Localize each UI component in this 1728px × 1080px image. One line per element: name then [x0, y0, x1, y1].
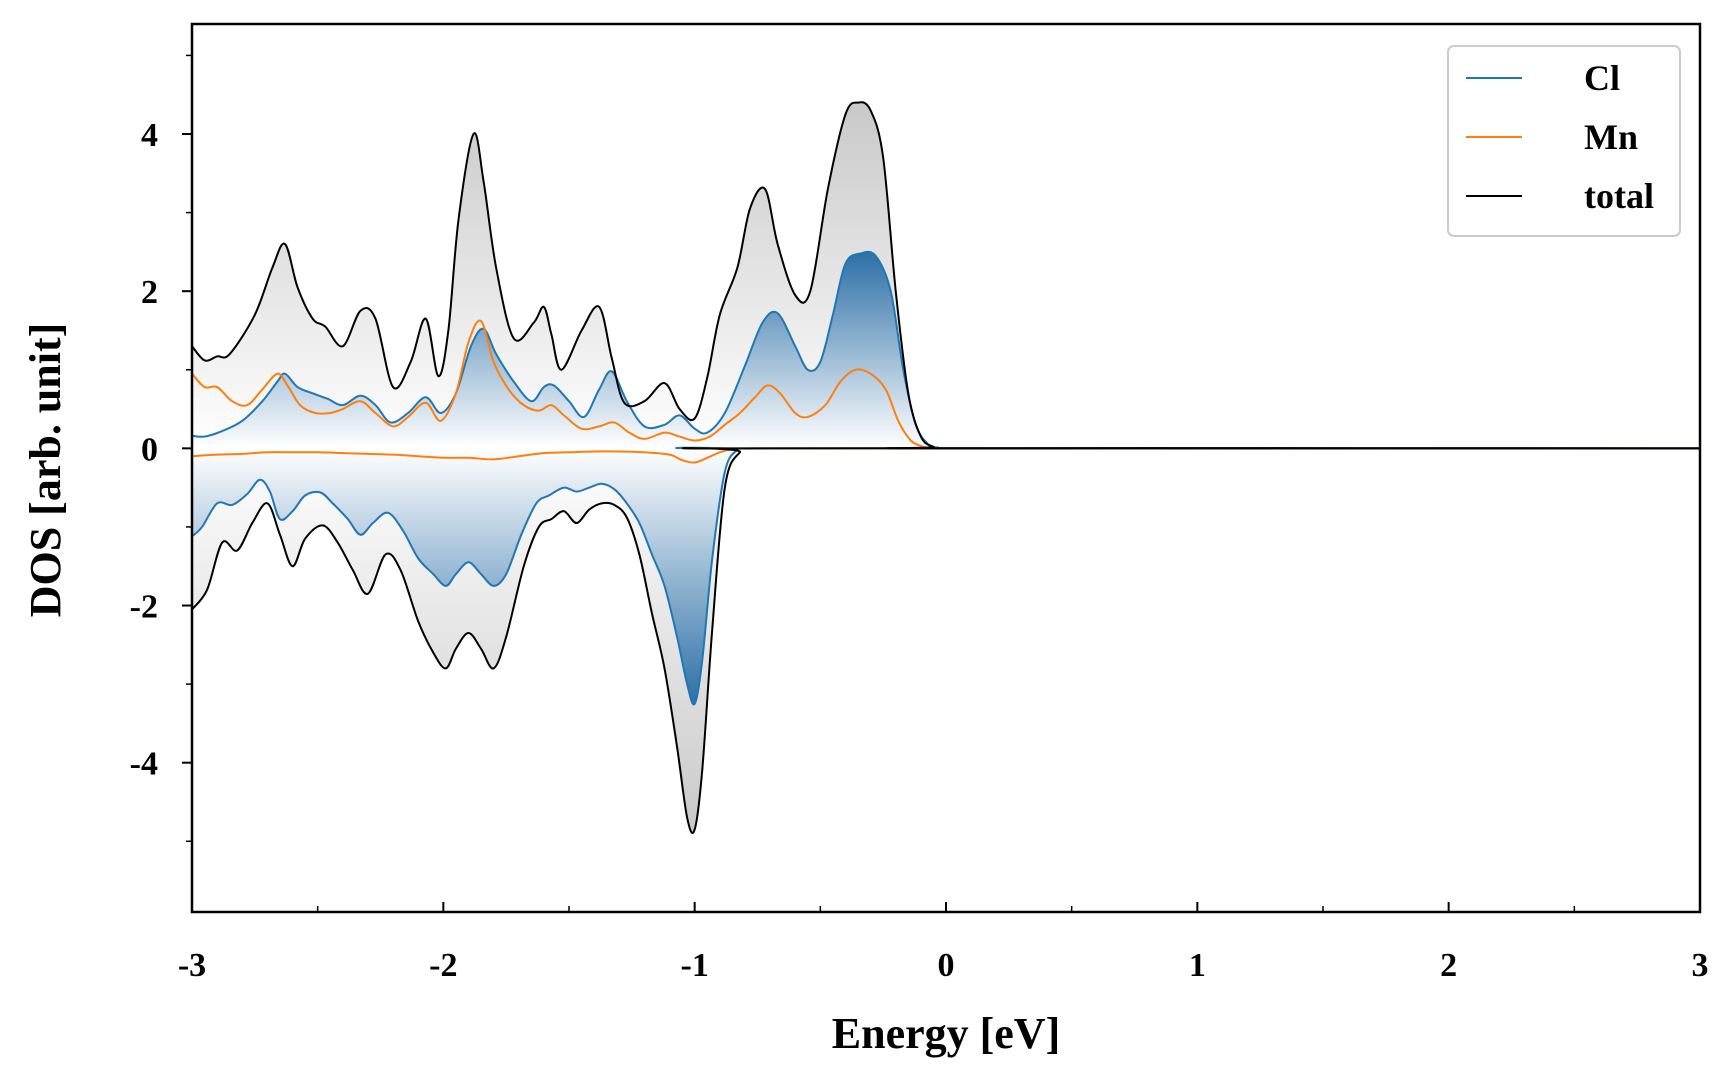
y-tick-label: 4 — [141, 117, 158, 154]
line-layer — [192, 101, 1700, 834]
y-tick-label: -4 — [130, 746, 158, 783]
y-axis: -4 -2 0 2 4 — [130, 54, 192, 843]
total-up-line — [192, 101, 1700, 450]
total-up-fill — [192, 102, 1700, 449]
cl-down-fill — [192, 447, 1700, 705]
x-tick-label: -2 — [429, 947, 457, 984]
y-tick-label: -2 — [130, 589, 158, 626]
x-tick-label: -3 — [178, 947, 206, 984]
legend: Cl Mn total — [1447, 45, 1681, 237]
legend-label-total: total — [1584, 176, 1654, 216]
x-tick-label: 1 — [1189, 947, 1206, 984]
legend-frame — [1447, 45, 1681, 237]
mn-up-line — [192, 319, 1700, 450]
y-axis-title: DOS [arb. unit] — [21, 323, 70, 618]
total-down-line — [192, 447, 1700, 834]
cl-up-line — [192, 250, 1700, 450]
legend-label-mn: Mn — [1584, 117, 1638, 157]
x-tick-label: 3 — [1692, 947, 1709, 984]
legend-label-cl: Cl — [1584, 58, 1620, 98]
x-axis-title: Energy [eV] — [832, 1009, 1061, 1058]
y-tick-label: 0 — [141, 431, 158, 468]
x-axis: -3 -2 -1 0 1 2 3 — [178, 902, 1709, 984]
x-tick-label: 0 — [938, 947, 955, 984]
x-tick-label: 2 — [1440, 947, 1457, 984]
y-tick-label: 2 — [141, 274, 158, 311]
x-tick-label: -1 — [681, 947, 709, 984]
cl-down-line — [192, 446, 1700, 706]
